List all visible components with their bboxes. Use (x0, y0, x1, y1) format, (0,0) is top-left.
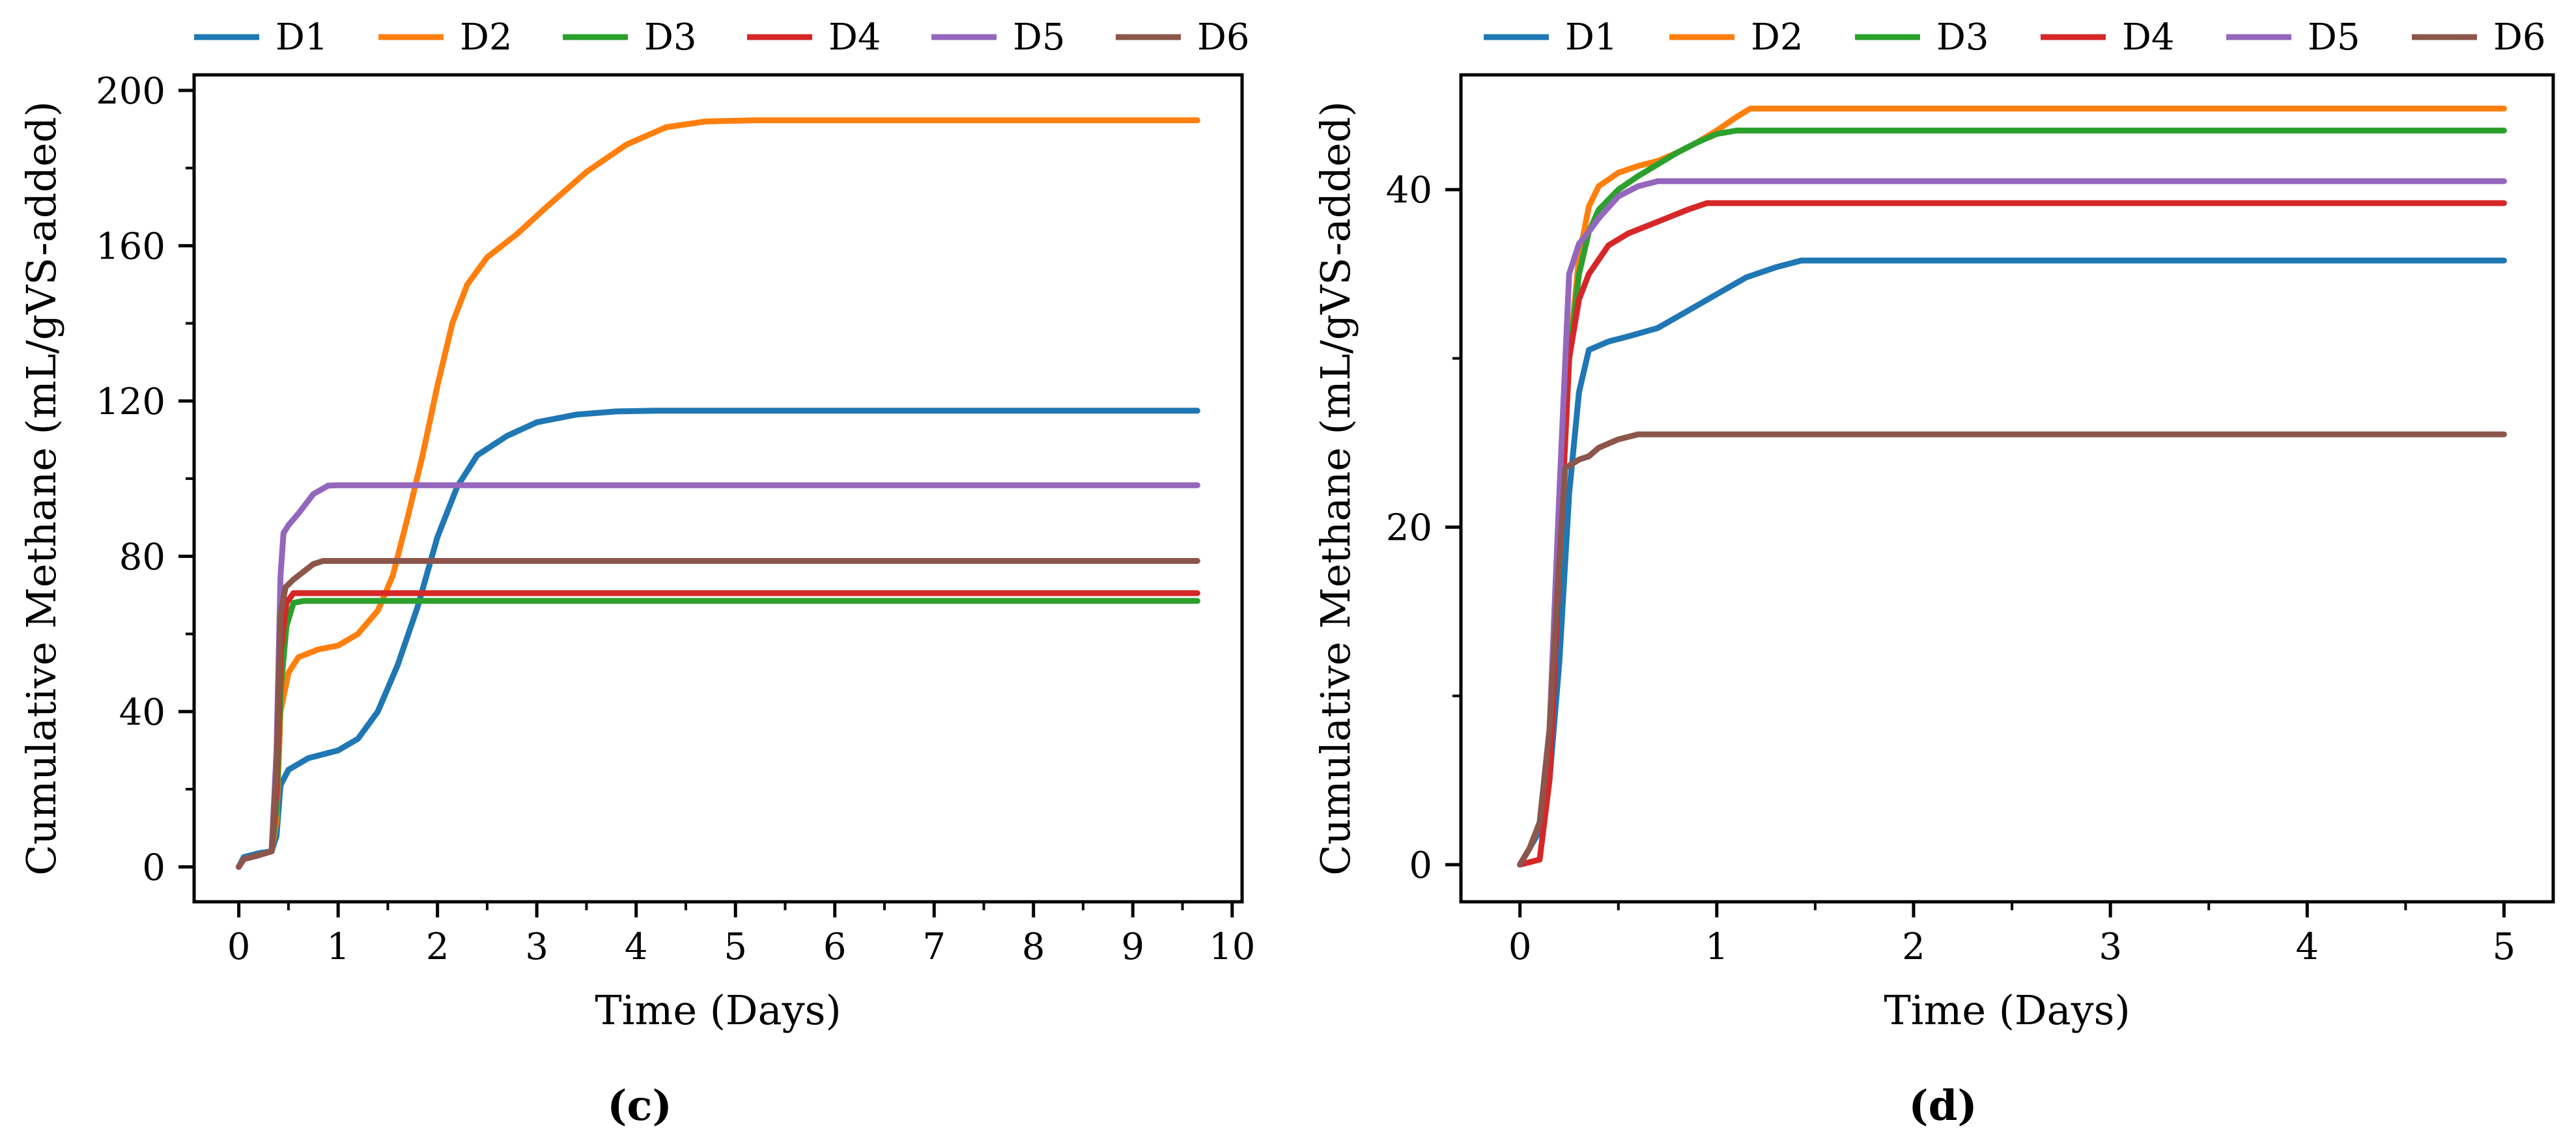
series-line-d6 (1517, 431, 2507, 868)
legend-label-d1: D1 (1565, 16, 1618, 59)
legend-label-d2: D2 (1751, 16, 1804, 59)
y-tick-label: 80 (119, 536, 165, 578)
x-axis-label: Time (Days) (1884, 986, 2130, 1034)
series-line-d3 (236, 598, 1200, 870)
y-tick-label: 120 (96, 381, 165, 423)
series-line-d4 (1517, 200, 2507, 868)
x-tick-label: 3 (525, 926, 548, 968)
x-tick-label: 5 (724, 926, 747, 968)
y-tick-label: 160 (96, 225, 165, 268)
legend-label-d5: D5 (2308, 16, 2360, 59)
legend-label-d2: D2 (460, 16, 513, 59)
series-line-d2 (236, 117, 1200, 870)
y-tick-label: 200 (96, 70, 165, 113)
series-line-d1 (1517, 257, 2507, 868)
axes-frame (1459, 73, 2555, 904)
x-tick-label: 4 (2295, 926, 2319, 968)
y-tick-label: 0 (142, 846, 165, 889)
x-tick-label: 0 (1508, 926, 1532, 968)
legend-label-d6: D6 (2493, 16, 2546, 59)
y-axis-label: Cumulative Methane (mL/gVS-added) (1312, 101, 1359, 875)
y-tick-label: 0 (1409, 844, 1432, 887)
x-tick-label: 4 (625, 926, 648, 968)
legend-label-d3: D3 (1936, 16, 1989, 59)
x-tick-label: 10 (1209, 926, 1255, 968)
x-tick-label: 5 (2493, 926, 2516, 968)
legend-label-d4: D4 (2122, 16, 2175, 59)
series-line-d2 (1517, 105, 2507, 868)
x-tick-label: 1 (326, 926, 350, 968)
legend-label-d6: D6 (1197, 16, 1250, 59)
series-line-d5 (236, 482, 1200, 870)
series-line-d4 (236, 590, 1200, 870)
series-line-d5 (1517, 178, 2507, 868)
series-line-d6 (236, 558, 1200, 870)
x-tick-label: 6 (823, 926, 847, 968)
legend-label-d4: D4 (828, 16, 881, 59)
y-tick-label: 40 (119, 691, 165, 734)
x-tick-label: 2 (426, 926, 449, 968)
y-tick-label: 40 (1386, 169, 1432, 212)
x-tick-label: 7 (922, 926, 946, 968)
panel-label: (d) (1908, 1081, 1977, 1130)
series-line-d1 (236, 408, 1200, 870)
x-axis-label: Time (Days) (595, 986, 841, 1034)
axes-frame (192, 73, 1244, 904)
x-tick-label: 8 (1022, 926, 1045, 968)
legend-label-d1: D1 (276, 16, 328, 59)
series-line-d3 (1517, 128, 2507, 868)
panel-label: (c) (607, 1081, 672, 1130)
x-tick-label: 9 (1121, 926, 1144, 968)
y-axis-label: Cumulative Methane (mL/gVS-added) (18, 101, 65, 875)
legend-label-d5: D5 (1013, 16, 1066, 59)
x-tick-label: 1 (1705, 926, 1729, 968)
panel-c-chart: 0 1 2 3 4 5 6 7 8 9 10 0 40 80 120 160 200 D1 D2 D3 D4 D5 D6 Ti… (18, 16, 1255, 1130)
y-tick-label: 20 (1386, 507, 1432, 550)
x-tick-label: 0 (227, 926, 251, 968)
x-tick-label: 2 (1902, 926, 1925, 968)
legend-label-d3: D3 (644, 16, 697, 59)
x-tick-label: 3 (2099, 926, 2122, 968)
panel-d-chart: 0 1 2 3 4 5 0 20 40 D1 D2 D3 D4 D5 D6 Time (Days) Cumula… (1312, 16, 2555, 1130)
